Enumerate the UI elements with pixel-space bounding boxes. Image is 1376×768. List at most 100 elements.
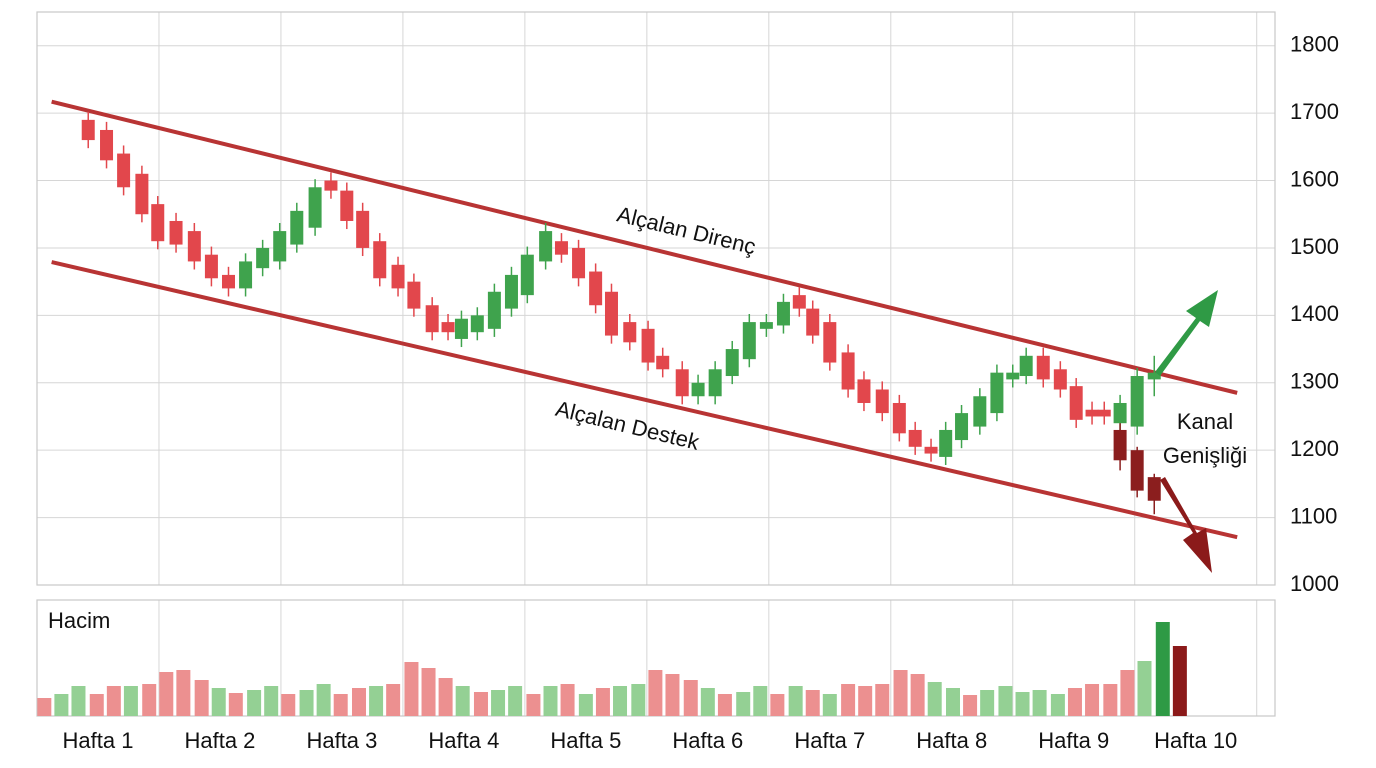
volume-bar — [386, 684, 401, 716]
candle-body — [324, 180, 338, 191]
volume-bar — [1155, 622, 1170, 716]
volume-bar — [316, 684, 331, 716]
volume-bar — [123, 686, 138, 716]
candle-body — [373, 241, 387, 279]
candle-body — [857, 379, 871, 403]
candle-body — [939, 429, 953, 457]
volume-bar — [508, 686, 523, 716]
volume-bar — [211, 688, 226, 716]
volume-bar — [281, 694, 296, 716]
volume-bar — [159, 672, 174, 716]
y-tick-label: 1300 — [1290, 369, 1339, 394]
candle-body — [204, 254, 218, 279]
volume-bar — [770, 694, 785, 716]
volume-bar — [1067, 688, 1082, 716]
volume-bar — [352, 688, 367, 716]
price-panel — [36, 11, 1276, 586]
volume-bar — [71, 686, 86, 716]
volume-bar — [404, 662, 419, 716]
candle-body — [623, 322, 637, 343]
volume-bar — [455, 686, 470, 716]
volume-bar — [1032, 690, 1047, 716]
volume-bar — [228, 693, 243, 716]
volume-bar — [247, 690, 262, 716]
candle-body — [340, 190, 354, 221]
channel-line — [51, 260, 1238, 540]
y-tick-label: 1000 — [1290, 571, 1339, 596]
candle-body — [572, 247, 586, 279]
candle-body — [187, 231, 201, 262]
candle-body — [1113, 429, 1127, 461]
candle-body — [924, 446, 938, 454]
volume-bar — [194, 680, 209, 716]
volume-bar — [822, 694, 837, 716]
y-tick-label: 1100 — [1290, 503, 1337, 528]
candle-body — [875, 389, 889, 414]
x-tick-label: Hafta 4 — [428, 728, 499, 753]
candle-body — [1130, 450, 1144, 491]
volume-bar — [980, 690, 995, 716]
candle-body — [520, 254, 534, 296]
marks — [37, 99, 1238, 716]
volume-bar — [526, 694, 541, 716]
candle-body — [1006, 372, 1020, 380]
volume-bar — [753, 686, 768, 716]
volume-bar — [1103, 684, 1118, 716]
x-tick-label: Hafta 9 — [1038, 728, 1109, 753]
candle-body — [641, 328, 655, 363]
volume-bar — [1085, 684, 1100, 716]
candle-body — [100, 129, 114, 161]
candle-body — [504, 274, 518, 309]
volume-bar — [841, 684, 856, 716]
candle-body — [892, 402, 906, 434]
volume-bar — [560, 684, 575, 716]
candle-body — [990, 372, 1004, 414]
candle-body — [841, 352, 855, 390]
candle-body — [656, 355, 670, 370]
candle-body — [708, 369, 722, 397]
channel-line — [51, 99, 1238, 395]
volume-bar — [578, 694, 593, 716]
candle-body — [539, 231, 553, 262]
candle-body — [792, 295, 806, 309]
candle-body — [725, 349, 739, 377]
candle-body — [1019, 355, 1033, 377]
candle-body — [823, 322, 837, 363]
y-tick-label: 1500 — [1290, 234, 1339, 259]
volume-bar — [1172, 646, 1187, 716]
volume-bar — [106, 686, 121, 716]
candle-body — [1085, 409, 1099, 417]
volume-bar — [717, 694, 732, 716]
candle-body — [1069, 386, 1083, 420]
volume-bar — [1015, 692, 1030, 716]
volume-bar — [683, 680, 698, 716]
volume-bar — [945, 688, 960, 716]
volume-bar — [89, 694, 104, 716]
candle-body — [407, 281, 421, 309]
candle-body — [487, 291, 501, 329]
candle-body — [554, 241, 568, 255]
volume-bar — [648, 670, 663, 716]
candle-body — [117, 153, 131, 188]
candle-body — [1113, 402, 1127, 424]
x-tick-label: Hafta 1 — [63, 728, 134, 753]
volume-bar — [421, 668, 436, 716]
candle-body — [256, 247, 270, 269]
x-tick-label: Hafta 3 — [306, 728, 377, 753]
candle-body — [169, 220, 183, 245]
volume-bar — [543, 686, 558, 716]
candle-body — [955, 413, 969, 441]
candle-body — [81, 119, 95, 141]
x-tick-label: Hafta 5 — [550, 728, 621, 753]
volume-bar — [176, 670, 191, 716]
volume-bar — [665, 674, 680, 716]
y-tick-label: 1600 — [1290, 166, 1339, 191]
candle-body — [776, 301, 790, 326]
x-tick-label: Hafta 6 — [672, 728, 743, 753]
candle-body — [356, 210, 370, 248]
volume-bar — [910, 674, 925, 716]
candle-body — [759, 322, 773, 329]
volume-bar — [473, 692, 488, 716]
candle-body — [1147, 477, 1161, 501]
